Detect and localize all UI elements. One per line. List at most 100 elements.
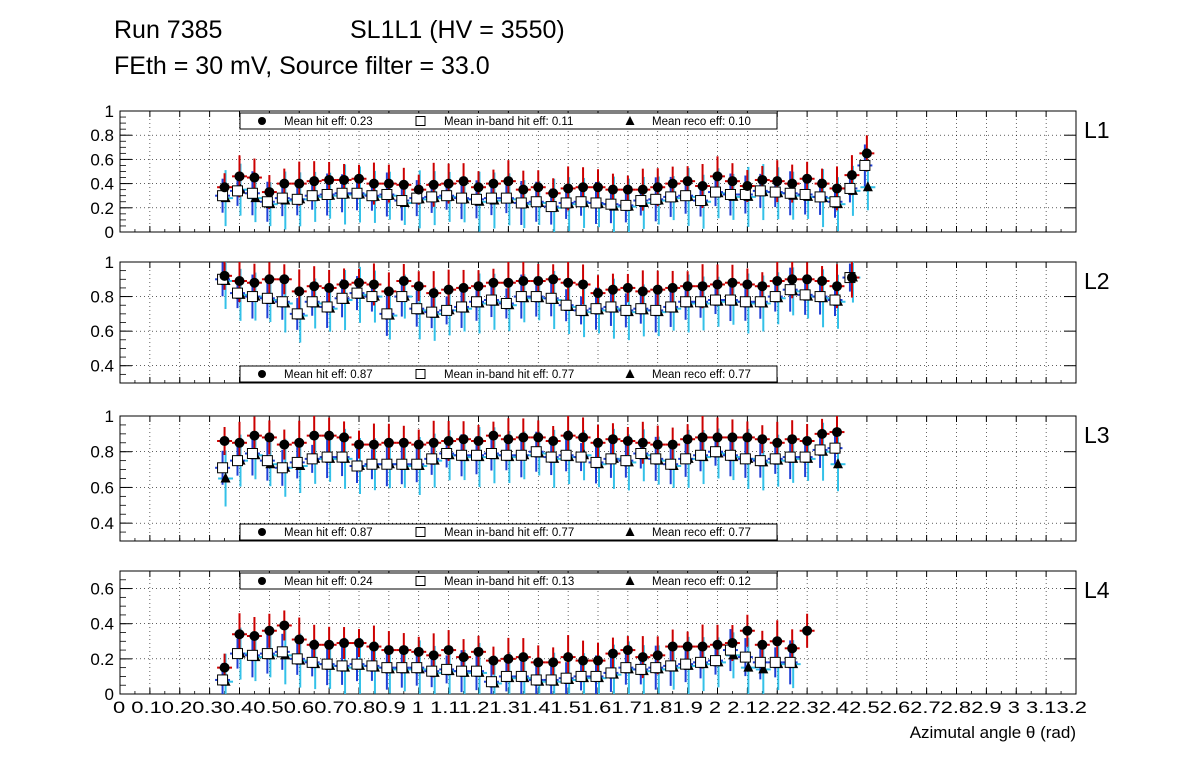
inband-eff-point	[441, 304, 453, 316]
inband-eff-point	[441, 190, 453, 202]
inband-eff-point	[471, 449, 482, 461]
hit-eff-point	[593, 655, 603, 666]
hit-eff-point	[354, 277, 364, 288]
hit-eff-point	[294, 634, 305, 645]
hit-eff-point	[578, 279, 589, 290]
hit-eff-point	[593, 182, 603, 193]
hit-eff-point	[398, 437, 409, 448]
hit-eff-point	[727, 638, 738, 649]
inband-eff-point	[530, 446, 542, 458]
hit-eff-point	[279, 439, 290, 450]
y-tick-label: 0.6	[90, 322, 114, 341]
inband-eff-point	[739, 453, 751, 465]
hit-eff-point	[787, 274, 798, 285]
legend-inband-marker	[415, 116, 426, 126]
legend-reco-label: Mean reco eff: 0.77	[652, 369, 751, 381]
inband-eff-point	[485, 676, 497, 688]
hit-eff-point	[354, 638, 364, 649]
hit-eff-point	[234, 276, 245, 287]
hit-eff-point	[383, 286, 394, 297]
hit-eff-point	[533, 182, 544, 193]
hit-eff-point	[428, 179, 439, 190]
hit-eff-point	[757, 174, 768, 185]
hit-eff-point	[339, 638, 350, 649]
inband-eff-point	[724, 449, 736, 461]
inband-eff-point	[754, 455, 766, 467]
legend-inband-label: Mean in-band hit eff: 0.77	[444, 369, 574, 381]
hit-eff-point	[294, 178, 305, 189]
panel-label: L1	[1084, 117, 1110, 143]
y-tick-label: 0.8	[90, 126, 114, 145]
inband-eff-point	[246, 291, 258, 303]
inband-eff-point	[515, 291, 527, 303]
hit-eff-point	[428, 650, 439, 661]
hit-eff-point	[697, 181, 708, 192]
inband-eff-point	[724, 188, 736, 200]
legend-reco-label: Mean reco eff: 0.77	[652, 527, 751, 539]
inband-eff-point	[261, 292, 273, 304]
inband-eff-point	[261, 196, 273, 208]
inband-eff-point	[351, 287, 363, 299]
inband-eff-point	[665, 191, 677, 203]
inband-eff-point	[545, 451, 557, 463]
legend-reco-label: Mean reco eff: 0.10	[652, 116, 751, 128]
hit-eff-point	[563, 430, 574, 441]
hit-eff-point	[398, 645, 409, 656]
hit-eff-point	[219, 436, 230, 446]
inband-eff-point	[620, 199, 632, 211]
hit-eff-point	[428, 288, 439, 299]
hit-eff-point	[458, 176, 469, 187]
inband-eff-point	[306, 190, 318, 202]
hit-eff-point	[219, 182, 230, 193]
inband-eff-point	[291, 308, 303, 320]
legend: Mean hit eff: 0.87 Mean in-band hit eff: …	[239, 523, 778, 541]
legend-hit-marker	[258, 577, 266, 585]
hit-eff-point	[637, 437, 648, 448]
hit-eff-point	[772, 176, 783, 187]
inband-eff-point	[366, 660, 378, 672]
hit-eff-point	[458, 434, 469, 445]
inband-eff-point	[336, 451, 348, 463]
hit-eff-point	[234, 437, 245, 448]
inband-eff-point	[485, 294, 497, 306]
inband-eff-point	[710, 446, 721, 458]
hit-eff-point	[518, 276, 529, 287]
inband-eff-point	[276, 296, 288, 308]
inband-eff-point	[710, 186, 721, 198]
panel-label: L2	[1084, 268, 1110, 294]
legend-hit-marker	[258, 370, 266, 378]
hit-eff-point	[428, 437, 439, 448]
inband-eff-point	[784, 451, 796, 463]
inband-eff-point	[426, 453, 438, 465]
inband-eff-point	[605, 667, 617, 679]
hit-eff-point	[339, 174, 350, 185]
y-tick-label: 0.8	[90, 443, 114, 462]
panel-l4: 0 0.2 0.4 0.6 L4 Mean hit eff: 0.24 Mean in-ba…	[90, 570, 1110, 704]
legend-reco-marker	[625, 369, 635, 378]
hit-eff-point	[488, 277, 499, 288]
hit-eff-point	[712, 171, 723, 182]
inband-eff-point	[276, 462, 288, 474]
inband-eff-point	[710, 655, 721, 667]
inband-eff-point	[784, 656, 796, 668]
hit-eff-point	[473, 182, 484, 193]
hit-eff-point	[309, 281, 320, 292]
inband-eff-point	[411, 662, 423, 674]
inband-eff-point	[261, 455, 273, 467]
hit-eff-point	[727, 432, 738, 443]
inband-eff-point	[366, 458, 378, 470]
hit-eff-point	[354, 173, 364, 184]
legend-box	[239, 365, 778, 383]
legend: Mean hit eff: 0.24 Mean in-band hit eff: …	[239, 572, 778, 590]
hit-eff-point	[772, 276, 783, 287]
inband-eff-point	[246, 187, 258, 199]
hit-eff-point	[473, 436, 484, 446]
hit-eff-point	[652, 182, 663, 193]
inband-eff-point	[695, 656, 707, 668]
inband-eff-point	[217, 190, 229, 202]
inband-eff-point	[545, 292, 557, 304]
inband-eff-point	[515, 449, 527, 461]
panel-l1: 0 0.2 0.4 0.6 0.8 1 L1 Mean hit eff: 0.23 Mean i…	[90, 102, 1109, 242]
legend-inband-marker	[415, 369, 426, 379]
hit-eff-point	[518, 184, 529, 195]
